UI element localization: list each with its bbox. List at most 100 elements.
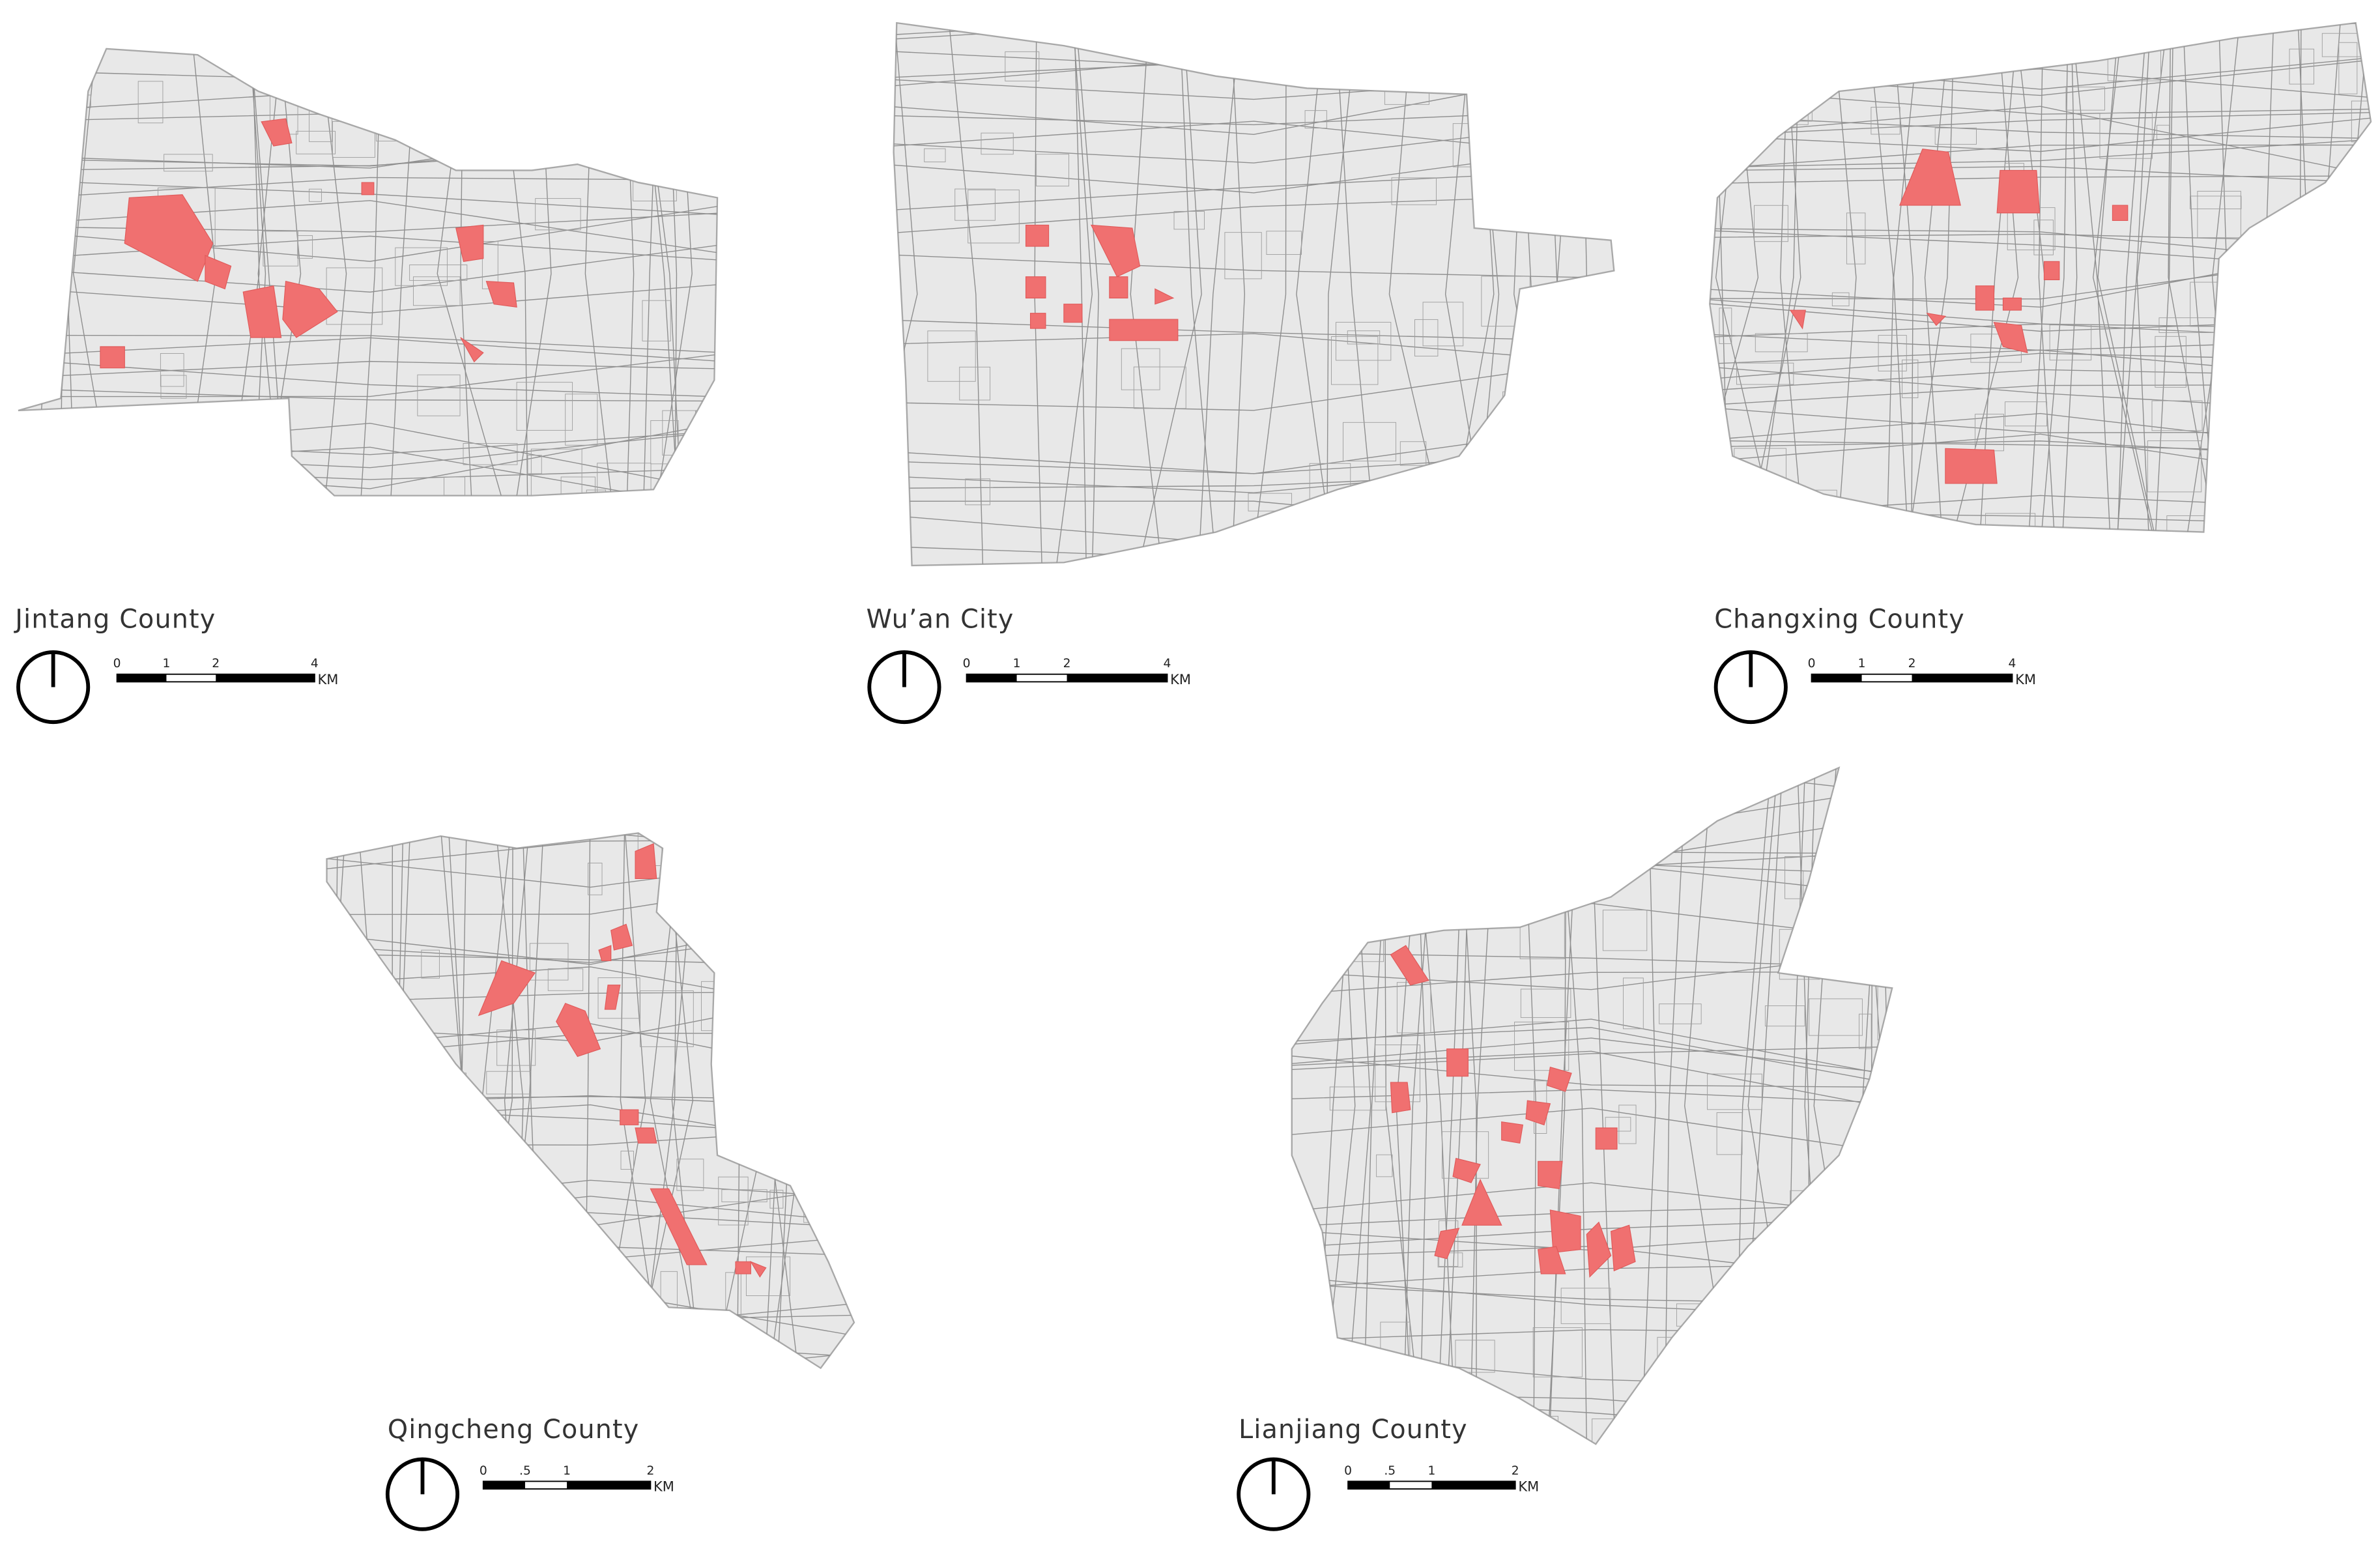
block bbox=[417, 374, 461, 416]
block bbox=[341, 1151, 366, 1177]
block bbox=[790, 908, 825, 960]
block bbox=[296, 130, 336, 154]
road bbox=[893, 23, 918, 566]
road bbox=[59, 48, 64, 496]
road bbox=[1074, 23, 1087, 566]
road bbox=[1291, 1089, 1893, 1104]
road bbox=[18, 177, 718, 199]
road bbox=[1335, 23, 1379, 566]
road bbox=[2062, 23, 2078, 532]
road bbox=[1892, 23, 1914, 532]
block bbox=[2158, 317, 2215, 333]
highlight-zone bbox=[1090, 224, 1141, 278]
block bbox=[1809, 998, 1863, 1036]
highlight-zone bbox=[749, 1261, 767, 1278]
scale-tick-label: 1 bbox=[1427, 1464, 1435, 1478]
scale-bar-segment bbox=[966, 674, 1017, 682]
scale-tick-label: 0 bbox=[963, 657, 971, 671]
highlight-zone bbox=[205, 255, 232, 290]
block bbox=[650, 420, 679, 465]
block bbox=[1514, 1021, 1570, 1071]
highlight-zone bbox=[1993, 322, 2028, 354]
block bbox=[1343, 422, 1397, 462]
block bbox=[1437, 1252, 1463, 1267]
block bbox=[535, 198, 581, 231]
highlight-zone bbox=[1538, 1246, 1566, 1275]
block bbox=[1877, 982, 1893, 1041]
block bbox=[2033, 220, 2054, 255]
road bbox=[1641, 768, 1656, 1445]
block bbox=[1560, 1288, 1611, 1324]
block bbox=[1376, 1154, 1393, 1177]
block bbox=[651, 1332, 702, 1368]
scale-bar-segment bbox=[1912, 674, 2013, 682]
road bbox=[1291, 1046, 1893, 1071]
road bbox=[18, 48, 27, 496]
road bbox=[1710, 23, 2372, 25]
highlight-zone bbox=[1945, 448, 1998, 484]
map-title: Changxing County bbox=[1714, 605, 1965, 635]
road bbox=[1880, 768, 1889, 1445]
block bbox=[2166, 515, 2220, 532]
road bbox=[1197, 23, 1241, 566]
highlight-zone bbox=[1586, 1221, 1612, 1278]
map-panel: Qingcheng County 0 .5 1 2KM bbox=[326, 832, 855, 1531]
block bbox=[1266, 231, 1302, 255]
highlight-zone bbox=[635, 843, 657, 880]
block bbox=[443, 476, 466, 496]
block bbox=[1717, 1387, 1753, 1429]
block bbox=[745, 936, 785, 967]
road bbox=[893, 358, 1614, 411]
block bbox=[1842, 39, 1863, 76]
block bbox=[661, 841, 700, 867]
block bbox=[1934, 127, 1977, 145]
block bbox=[397, 1006, 411, 1029]
map-panel: Lianjiang County 0 .5 1 2KM bbox=[1237, 766, 1893, 1531]
highlight-zone bbox=[735, 1261, 751, 1275]
road bbox=[1710, 111, 2372, 137]
block bbox=[2155, 336, 2186, 388]
highlight-zone bbox=[1025, 224, 1050, 247]
scale-bar-segment bbox=[1431, 1481, 1515, 1490]
block bbox=[1763, 73, 1778, 113]
road bbox=[2041, 23, 2069, 532]
scale-bar-segment bbox=[483, 1481, 525, 1490]
block bbox=[1399, 441, 1427, 466]
road bbox=[18, 48, 19, 496]
road bbox=[1710, 175, 2372, 184]
block bbox=[164, 154, 213, 172]
block bbox=[1886, 1341, 1893, 1382]
block bbox=[546, 57, 573, 95]
scale-tick-label: 2 bbox=[1908, 657, 1916, 671]
block bbox=[1802, 1400, 1833, 1418]
block bbox=[1224, 232, 1262, 280]
block bbox=[2005, 401, 2048, 427]
highlight-zone bbox=[2112, 205, 2129, 221]
block bbox=[693, 57, 718, 97]
block bbox=[642, 300, 671, 341]
block bbox=[1515, 377, 1573, 404]
highlight-zone bbox=[460, 337, 484, 363]
scale-unit: KM bbox=[1518, 1479, 1539, 1495]
block bbox=[968, 189, 1020, 244]
highlight-zone bbox=[1434, 1228, 1460, 1260]
block bbox=[565, 394, 598, 446]
block bbox=[2197, 190, 2241, 238]
map-title: Jintang County bbox=[13, 605, 216, 635]
block bbox=[1365, 820, 1424, 866]
road bbox=[1861, 768, 1884, 1445]
block bbox=[1336, 322, 1392, 361]
block bbox=[586, 489, 607, 496]
scale-tick-label: 4 bbox=[311, 657, 319, 671]
highlight-zone bbox=[1789, 310, 1806, 330]
road bbox=[18, 359, 718, 397]
block bbox=[1347, 330, 1381, 345]
block bbox=[753, 1361, 794, 1368]
road bbox=[1860, 768, 1893, 1445]
road bbox=[1924, 23, 1951, 532]
block bbox=[2344, 362, 2372, 412]
block bbox=[1765, 72, 1798, 128]
road bbox=[1138, 23, 1202, 566]
road bbox=[1517, 23, 1556, 566]
